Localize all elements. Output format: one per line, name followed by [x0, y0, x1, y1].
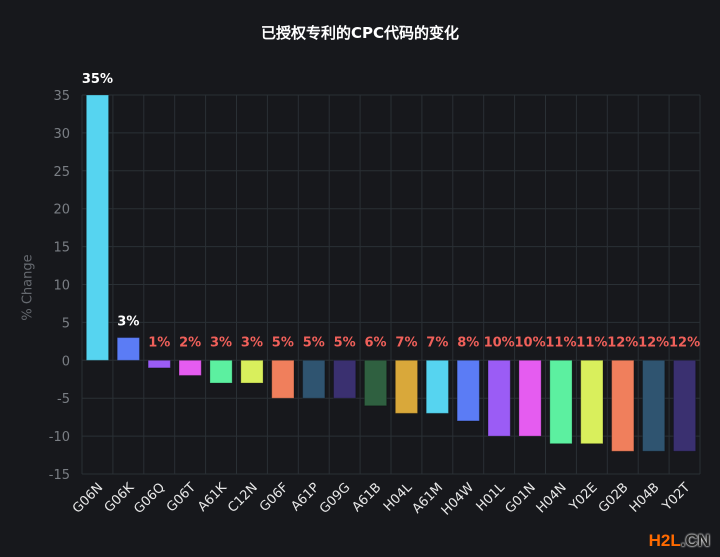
watermark-logo: H2L.CN	[649, 531, 710, 551]
bar-H01L	[487, 359, 511, 437]
y-tick-label: 30	[53, 127, 70, 142]
bar-A61B	[363, 359, 388, 407]
bar-Y02E	[580, 359, 604, 445]
x-tick-label: A61B	[349, 480, 384, 515]
x-tick-label: G06F	[257, 480, 292, 515]
bar-H04L	[394, 359, 419, 414]
data-label: 2%	[179, 335, 201, 350]
bar-G02B	[611, 359, 635, 452]
data-label: 5%	[303, 335, 325, 350]
data-label: 5%	[334, 335, 356, 350]
data-label: 7%	[426, 335, 448, 350]
x-tick-label: G06T	[164, 480, 199, 515]
x-tick-label: G06K	[102, 480, 138, 516]
y-tick-label: 5	[62, 316, 70, 331]
x-tick-label: G01N	[503, 480, 539, 516]
data-label: 6%	[365, 335, 387, 350]
bar-Y02T	[672, 359, 697, 452]
data-label: 11%	[545, 335, 576, 350]
bar-G09G	[333, 359, 357, 399]
y-tick-label: -15	[49, 468, 70, 483]
x-tick-label: Y02T	[659, 480, 693, 514]
bar-G06F	[271, 359, 295, 399]
watermark-part2: .CN	[680, 531, 710, 550]
bar-H04B	[642, 359, 666, 452]
x-tick-label: C12N	[225, 480, 261, 516]
bar-A61K	[209, 359, 233, 384]
bar-G06N	[85, 94, 110, 361]
data-label: 8%	[457, 335, 479, 350]
x-tick-label: H04W	[439, 480, 477, 518]
data-label: 3%	[210, 335, 232, 350]
y-tick-label: 15	[53, 241, 70, 256]
data-label: 10%	[484, 335, 515, 350]
chart-title: 已授权专利的CPC代码的变化	[260, 24, 459, 42]
x-tick-label: Y02E	[566, 480, 600, 514]
bar-G06K	[116, 337, 140, 361]
bar-G06Q	[147, 359, 171, 369]
bar-A61M	[425, 359, 449, 414]
x-tick-label: A61K	[195, 480, 230, 515]
y-tick-label: 10	[53, 279, 70, 294]
data-label: 1%	[148, 335, 170, 350]
data-label: 3%	[241, 335, 263, 350]
y-tick-label: 35	[53, 89, 70, 104]
data-label: 3%	[117, 315, 139, 330]
bar-H04W	[456, 359, 480, 422]
bar-C12N	[240, 359, 264, 384]
x-tick-label: H01L	[474, 480, 509, 515]
y-tick-label: 20	[53, 203, 70, 218]
data-label: 12%	[607, 335, 638, 350]
x-tick-label: G06Q	[131, 480, 168, 517]
data-label: 35%	[82, 72, 113, 87]
x-tick-label: H04L	[381, 480, 416, 515]
y-tick-label: 25	[53, 165, 70, 180]
y-tick-label: -5	[57, 392, 70, 407]
bar-G01N	[518, 359, 542, 437]
x-tick-label: G06N	[70, 480, 106, 516]
x-tick-label: G02B	[596, 480, 632, 516]
data-label: 12%	[638, 335, 669, 350]
x-tick-label: H04B	[627, 480, 663, 516]
data-label: 7%	[395, 335, 417, 350]
y-tick-label: -10	[49, 430, 70, 445]
x-tick-label: A61P	[288, 480, 322, 514]
data-label: 11%	[576, 335, 607, 350]
data-label: 5%	[272, 335, 294, 350]
x-tick-label: G09G	[317, 480, 354, 517]
data-label: 12%	[669, 335, 700, 350]
watermark-part1: H2L	[648, 531, 681, 550]
bar-G06T	[178, 359, 202, 376]
x-tick-label: A61M	[410, 480, 447, 517]
data-label: 10%	[514, 335, 545, 350]
x-tick-label: H04N	[534, 480, 570, 516]
bar-H04N	[549, 359, 573, 445]
bar-A61P	[302, 359, 326, 399]
y-tick-label: 0	[62, 354, 70, 369]
